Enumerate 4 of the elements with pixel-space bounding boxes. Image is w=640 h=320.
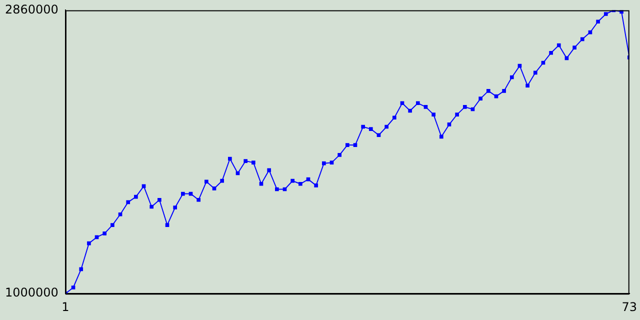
y-tick-label: 1000000 (4, 286, 58, 300)
x-tick-label: 1 (62, 300, 70, 314)
x-tick-label: 73 (622, 300, 638, 314)
y-tick-label: 2860000 (4, 2, 58, 16)
